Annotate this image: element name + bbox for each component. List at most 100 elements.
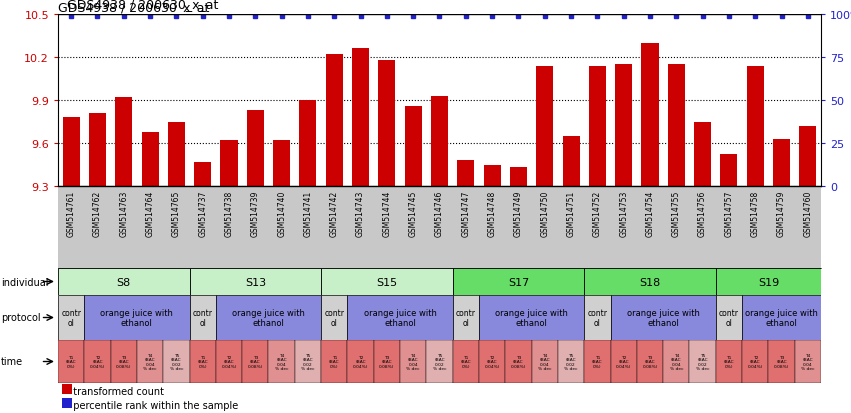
Text: T5
(BAC
0.02
% dec: T5 (BAC 0.02 % dec: [301, 353, 315, 370]
Bar: [716, 295, 742, 340]
Text: T2
(BAC
0.04%): T2 (BAC 0.04%): [89, 355, 106, 368]
Bar: [321, 340, 347, 383]
Text: S15: S15: [376, 277, 397, 287]
Bar: [532, 340, 558, 383]
Text: contr
ol: contr ol: [456, 308, 476, 328]
Text: GSM514763: GSM514763: [119, 191, 129, 237]
Text: T2
(BAC
0.04%): T2 (BAC 0.04%): [221, 355, 237, 368]
Text: GSM514746: GSM514746: [435, 191, 444, 237]
Text: T2
(BAC
0.04%): T2 (BAC 0.04%): [747, 355, 762, 368]
Bar: [431, 97, 448, 187]
Text: percentile rank within the sample: percentile rank within the sample: [66, 400, 237, 410]
Text: S19: S19: [757, 277, 779, 287]
Bar: [716, 340, 742, 383]
Bar: [558, 340, 584, 383]
Bar: [243, 340, 268, 383]
Text: orange juice with
ethanol: orange juice with ethanol: [626, 308, 700, 328]
Text: individual: individual: [1, 277, 49, 287]
Text: GSM514755: GSM514755: [671, 191, 681, 237]
Text: GDS4938 / 200630_x_at: GDS4938 / 200630_x_at: [66, 0, 218, 11]
Bar: [273, 141, 290, 187]
Bar: [300, 101, 317, 187]
Text: GSM514762: GSM514762: [93, 191, 102, 237]
Bar: [799, 126, 816, 187]
Bar: [505, 340, 532, 383]
Text: GSM514739: GSM514739: [251, 191, 260, 237]
Text: GSM514742: GSM514742: [329, 191, 339, 237]
Bar: [589, 66, 606, 187]
Bar: [58, 340, 84, 383]
Text: T1
(BAC
0%): T1 (BAC 0%): [66, 355, 77, 368]
Text: GSM514741: GSM514741: [304, 191, 312, 237]
Text: T4
(BAC
0.04
% dec: T4 (BAC 0.04 % dec: [275, 353, 288, 370]
Bar: [347, 295, 453, 340]
Text: GSM514743: GSM514743: [356, 191, 365, 237]
Bar: [62, 384, 72, 394]
Text: GSM514751: GSM514751: [567, 191, 575, 237]
Text: T2
(BAC
0.04%): T2 (BAC 0.04%): [353, 355, 368, 368]
Text: orange juice with
ethanol: orange juice with ethanol: [232, 308, 305, 328]
Bar: [352, 49, 369, 187]
Text: GSM514737: GSM514737: [198, 191, 207, 237]
Bar: [716, 268, 821, 295]
Text: GSM514761: GSM514761: [66, 191, 76, 237]
Text: GSM514759: GSM514759: [777, 191, 786, 237]
Bar: [216, 295, 321, 340]
Bar: [637, 340, 663, 383]
Text: GSM514744: GSM514744: [382, 191, 391, 237]
Text: GSM514760: GSM514760: [803, 191, 813, 237]
Bar: [321, 268, 453, 295]
Text: S18: S18: [639, 277, 660, 287]
Bar: [479, 340, 505, 383]
Text: S13: S13: [245, 277, 266, 287]
Text: protocol: protocol: [1, 313, 41, 323]
Bar: [194, 162, 211, 187]
Bar: [668, 65, 685, 187]
Bar: [720, 155, 738, 187]
Bar: [510, 168, 527, 187]
Bar: [404, 107, 422, 187]
Text: T5
(BAC
0.02
% dec: T5 (BAC 0.02 % dec: [696, 353, 710, 370]
Text: T4
(BAC
0.04
% dec: T4 (BAC 0.04 % dec: [143, 353, 157, 370]
Bar: [642, 43, 659, 187]
Bar: [347, 340, 374, 383]
Bar: [584, 295, 610, 340]
Bar: [374, 340, 400, 383]
Text: T1
(BAC
0%): T1 (BAC 0%): [329, 355, 340, 368]
Text: T2
(BAC
0.04%): T2 (BAC 0.04%): [484, 355, 500, 368]
Bar: [84, 340, 111, 383]
Text: orange juice with
ethanol: orange juice with ethanol: [495, 308, 568, 328]
Text: GSM514740: GSM514740: [277, 191, 286, 237]
Text: GSM514765: GSM514765: [172, 191, 181, 237]
Bar: [479, 295, 584, 340]
Bar: [795, 340, 821, 383]
Bar: [746, 66, 764, 187]
Bar: [268, 340, 294, 383]
Bar: [84, 295, 190, 340]
Bar: [453, 295, 479, 340]
Bar: [62, 399, 72, 408]
Text: GSM514738: GSM514738: [225, 191, 233, 237]
Bar: [190, 268, 321, 295]
Bar: [247, 111, 264, 187]
Text: T2
(BAC
0.04%): T2 (BAC 0.04%): [616, 355, 631, 368]
Bar: [111, 340, 137, 383]
Text: GSM514758: GSM514758: [751, 191, 760, 237]
Text: S8: S8: [117, 277, 131, 287]
Bar: [168, 122, 185, 187]
Text: GSM514754: GSM514754: [645, 191, 654, 237]
Text: contr
ol: contr ol: [324, 308, 345, 328]
Text: contr
ol: contr ol: [719, 308, 739, 328]
Text: GSM514745: GSM514745: [408, 191, 418, 237]
Text: GSM514757: GSM514757: [724, 191, 734, 237]
Text: GSM514756: GSM514756: [698, 191, 707, 237]
Bar: [453, 268, 584, 295]
Bar: [610, 295, 716, 340]
Text: T4
(BAC
0.04
% dec: T4 (BAC 0.04 % dec: [801, 353, 814, 370]
Bar: [400, 340, 426, 383]
Text: GSM514753: GSM514753: [620, 191, 628, 237]
Bar: [220, 141, 237, 187]
Bar: [379, 61, 396, 187]
Bar: [137, 340, 163, 383]
Text: GSM514748: GSM514748: [488, 191, 497, 237]
